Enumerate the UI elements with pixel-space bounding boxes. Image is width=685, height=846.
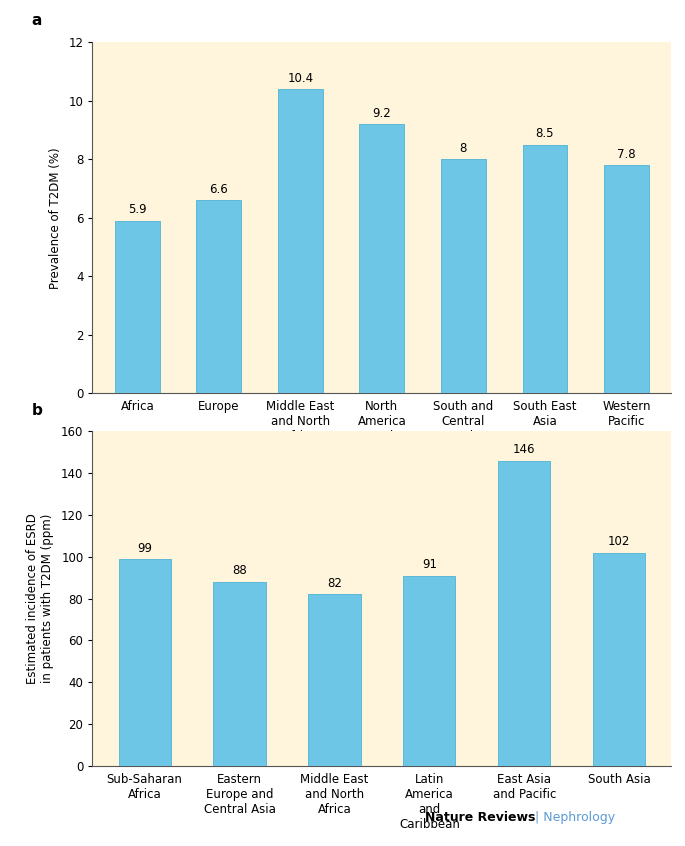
Text: 146: 146 — [513, 443, 536, 456]
Text: 8.5: 8.5 — [536, 127, 554, 140]
Bar — [278, 89, 323, 393]
Text: 82: 82 — [327, 577, 342, 590]
Text: | Nephrology: | Nephrology — [531, 811, 615, 824]
Text: 102: 102 — [608, 536, 630, 548]
Bar — [119, 559, 171, 766]
Text: 5.9: 5.9 — [128, 203, 147, 217]
Text: a: a — [32, 14, 42, 28]
Bar — [115, 221, 160, 393]
Bar — [197, 201, 241, 393]
Bar — [360, 124, 404, 393]
Bar — [523, 145, 567, 393]
Text: 88: 88 — [232, 564, 247, 578]
Bar — [498, 461, 550, 766]
Bar — [308, 595, 360, 766]
Text: 10.4: 10.4 — [287, 72, 314, 85]
Bar — [214, 582, 266, 766]
Text: 9.2: 9.2 — [373, 107, 391, 119]
Y-axis label: Prevalence of T2DM (%): Prevalence of T2DM (%) — [49, 147, 62, 288]
Bar — [604, 165, 649, 393]
Text: 99: 99 — [137, 541, 152, 554]
Text: 91: 91 — [422, 558, 437, 571]
Bar — [441, 159, 486, 393]
Text: Nature Reviews: Nature Reviews — [425, 811, 535, 824]
Text: 8: 8 — [460, 142, 467, 155]
Text: 6.6: 6.6 — [210, 183, 228, 195]
Bar — [403, 575, 456, 766]
Text: b: b — [32, 403, 42, 418]
Text: 7.8: 7.8 — [617, 147, 636, 161]
Y-axis label: Estimated incidence of ESRD
in patients with T2DM (ppm): Estimated incidence of ESRD in patients … — [26, 514, 54, 684]
Bar — [593, 552, 645, 766]
